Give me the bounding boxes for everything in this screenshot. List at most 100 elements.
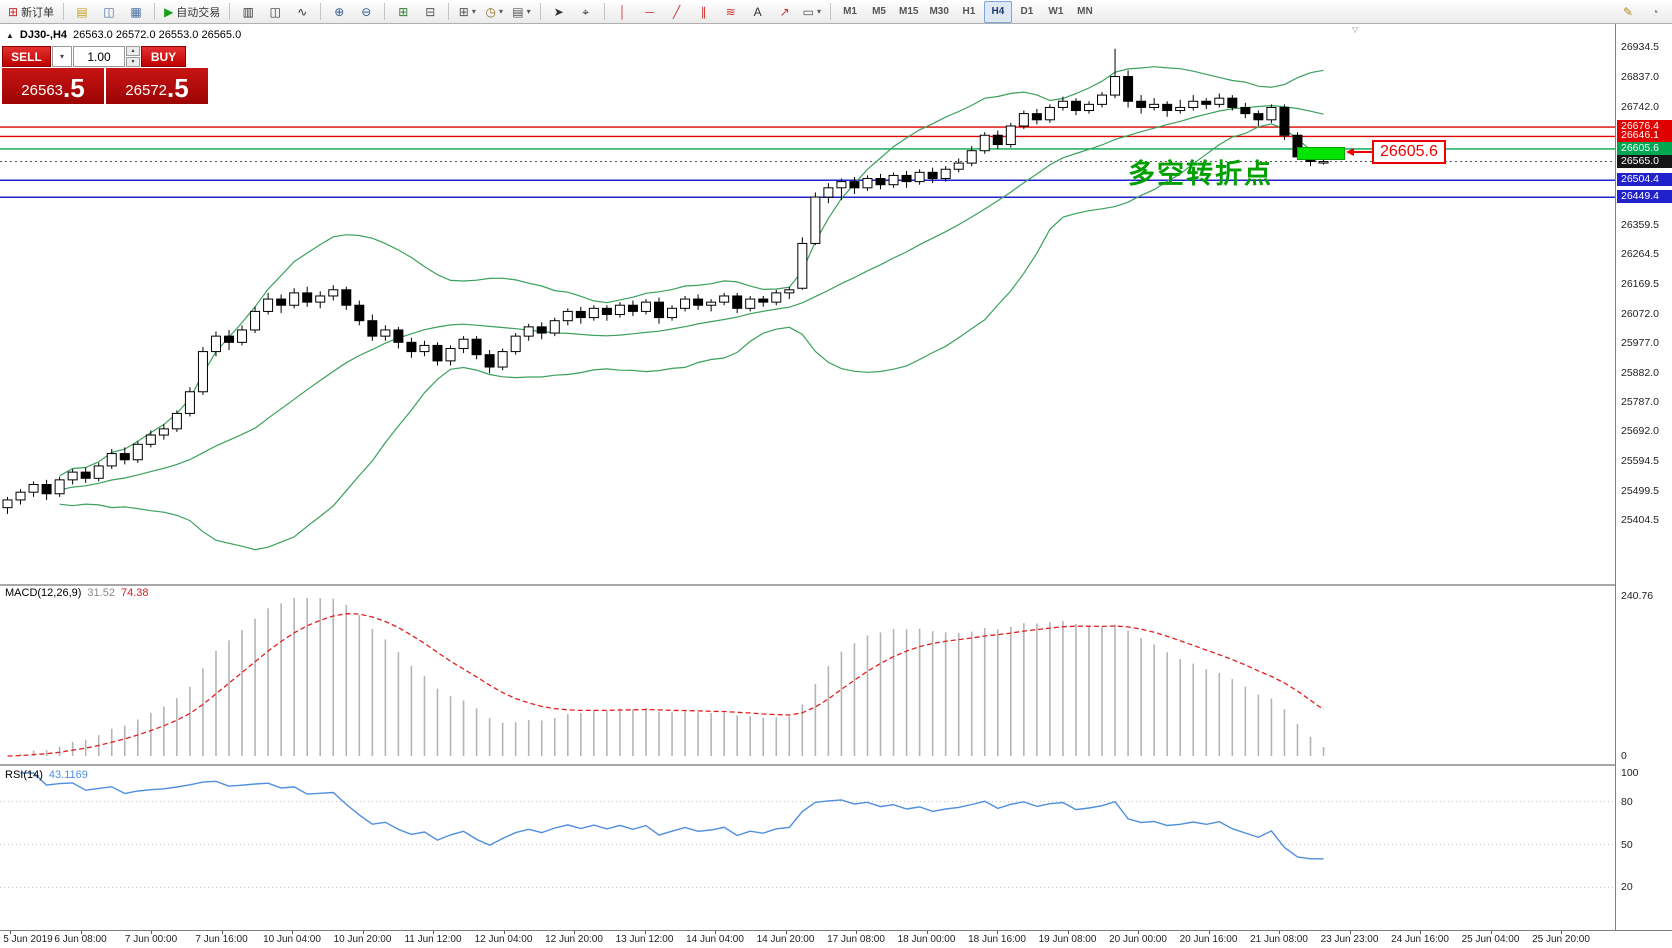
zoom-out-icon: ⊖	[361, 4, 372, 19]
new-chart-dropdown[interactable]: ⊞ ▾	[454, 1, 480, 23]
order-type-dropdown[interactable]: ▾	[52, 46, 72, 67]
rsi-axis-label: 80	[1621, 795, 1633, 808]
crosshair-tool-button[interactable]: ⌖	[573, 1, 599, 23]
buy-price-display[interactable]: 26572.5	[106, 68, 208, 104]
chevron-down-icon: ▾	[59, 52, 64, 61]
timeframe-h4[interactable]: H4	[983, 0, 1012, 23]
time-axis-label: 12 Jun 04:00	[474, 934, 533, 945]
price-axis-label: 25977.0	[1621, 337, 1659, 350]
new-order-button[interactable]: ⊞ 新订单	[4, 1, 58, 23]
rsi-name: RSI(14)	[5, 769, 43, 781]
data-window-icon[interactable]: ◫	[96, 1, 122, 23]
candlestick-chart-icon[interactable]: ◫	[262, 1, 288, 23]
timeframe-w1[interactable]: W1	[1042, 1, 1070, 23]
annotation-turning-point[interactable]: 多空转折点	[1128, 159, 1273, 189]
zoom-out-button[interactable]: ⊖	[353, 1, 379, 23]
time-axis-tick	[785, 931, 787, 934]
macd-label: MACD(12,26,9) 31.52 74.38	[5, 587, 148, 599]
time-axis-label: 14 Jun 04:00	[686, 934, 744, 945]
fibonacci-tool[interactable]: ≋	[718, 1, 744, 23]
price-level-tag: 26449.4	[1617, 190, 1672, 204]
one-click-trading-panel: SELL ▾ ▲ ▼ BUY 26563.5 26572.5	[2, 46, 208, 104]
time-axis-label: 5 Jun 2019	[3, 934, 53, 945]
time-axis[interactable]: 5 Jun 2019 6 Jun 08:00 7 Jun 00:00 7 Jun 16…	[0, 930, 1672, 948]
buy-button[interactable]: BUY	[141, 46, 186, 67]
channel-tool[interactable]: ∥	[691, 1, 717, 23]
timeframe-d1[interactable]: D1	[1013, 1, 1041, 23]
rsi-value: 43.1169	[48, 769, 88, 781]
time-axis-label: 14 Jun 20:00	[756, 934, 815, 945]
price-axis[interactable]: 26934.5 26837.0 26742.0 26359.5 26264.5 26169…	[1615, 24, 1672, 930]
price-level-tag: 26504.4	[1617, 173, 1672, 187]
time-axis-tick	[362, 931, 364, 934]
buy-price-main: 26572	[125, 82, 168, 99]
text-tool[interactable]: A	[745, 1, 771, 23]
pane-divider-macd[interactable]	[0, 584, 1672, 586]
time-axis-label: 17 Jun 08:00	[827, 934, 885, 945]
time-axis-tick	[644, 931, 646, 934]
timeframe-m5[interactable]: M5	[865, 1, 893, 23]
chevron-down-icon: ▾	[471, 7, 476, 16]
time-axis-label: 25 Jun 20:00	[1532, 934, 1590, 945]
one-click-collapse-toggle[interactable]: ▲	[6, 30, 14, 40]
pencil-icon[interactable]: ✎	[1615, 1, 1641, 23]
time-axis-tick	[221, 931, 223, 934]
time-axis-tick	[856, 931, 857, 934]
volume-input[interactable]	[73, 46, 125, 67]
time-axis-label: 21 Jun 08:00	[1250, 934, 1308, 945]
horizontal-line-tool[interactable]: ─	[637, 1, 663, 23]
tile-windows-icon[interactable]: ⊞	[390, 1, 416, 23]
timeframe-mn[interactable]: MN	[1071, 1, 1099, 23]
price-axis-label: 26837.0	[1621, 71, 1659, 84]
pane-divider-rsi[interactable]	[0, 764, 1672, 766]
navigator-icon[interactable]: ▦	[123, 1, 149, 23]
price-axis-label: 25787.0	[1621, 395, 1659, 408]
chart-shift-marker[interactable]: ▽	[1352, 25, 1359, 34]
volume-decrease-button[interactable]: ▼	[126, 57, 140, 67]
bar-chart-icon[interactable]: ▥	[235, 1, 261, 23]
market-watch-icon[interactable]: ▤	[69, 1, 95, 23]
time-axis-label: 20 Jun 16:00	[1179, 934, 1238, 945]
time-axis-label: 7 Jun 16:00	[195, 934, 248, 945]
community-icon[interactable]: ◔	[1642, 1, 1668, 23]
cursor-tool-button[interactable]: ➤	[546, 1, 572, 23]
rsi-axis-label: 50	[1621, 838, 1633, 851]
zoom-in-button[interactable]: ⊕	[326, 1, 352, 23]
callout-arrow-icon	[1346, 148, 1354, 156]
timeframe-h1[interactable]: H1	[955, 1, 983, 23]
shapes-dropdown[interactable]: ▭ ▾	[799, 1, 825, 23]
timeframe-m1[interactable]: M1	[836, 1, 864, 23]
cascade-windows-icon[interactable]: ⊟	[417, 1, 443, 23]
time-axis-tick	[1349, 931, 1351, 934]
time-axis-label: 23 Jun 23:00	[1320, 934, 1379, 945]
timeframe-d1-label: D1	[1020, 6, 1034, 17]
line-chart-icon-icon: ∿	[297, 4, 308, 19]
period-icon: ◷	[485, 4, 497, 19]
vertical-line-tool[interactable]: │	[610, 1, 636, 23]
rsi-canvas[interactable]	[0, 766, 1615, 930]
rsi-label: RSI(14) 43.1169	[5, 769, 88, 781]
template-dropdown[interactable]: ▤ ▾	[508, 1, 534, 23]
time-axis-tick	[1420, 931, 1421, 934]
price-chart-canvas[interactable]	[0, 24, 1615, 584]
price-axis-label: 26934.5	[1621, 41, 1659, 54]
macd-canvas[interactable]	[0, 586, 1615, 764]
volume-stepper: ▲ ▼	[126, 46, 140, 67]
period-dropdown[interactable]: ◷ ▾	[481, 1, 507, 23]
arrow-tool[interactable]: ↗	[772, 1, 798, 23]
timeframe-m15[interactable]: M15	[894, 1, 923, 23]
new-order-icon: ⊞	[8, 4, 19, 19]
autotrade-button[interactable]: ▶ 自动交易	[160, 1, 224, 23]
new-order-button-label: 新订单	[21, 6, 55, 19]
chevron-down-icon: ▾	[817, 7, 822, 16]
sell-price-display[interactable]: 26563.5	[2, 68, 104, 104]
trendline-tool[interactable]: ╱	[664, 1, 690, 23]
price-callout[interactable]: 26605.6	[1346, 140, 1446, 164]
time-axis-tick	[433, 931, 434, 934]
timeframe-m30[interactable]: M30	[924, 1, 953, 23]
line-chart-icon[interactable]: ∿	[289, 1, 315, 23]
annotation-highlight-box[interactable]	[1297, 147, 1345, 160]
price-axis-label: 26264.5	[1621, 248, 1659, 261]
volume-increase-button[interactable]: ▲	[126, 46, 140, 56]
sell-button[interactable]: SELL	[2, 46, 51, 67]
